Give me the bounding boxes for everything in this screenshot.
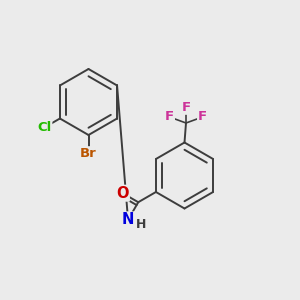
Text: F: F	[165, 110, 174, 124]
Text: F: F	[198, 110, 207, 124]
Text: O: O	[116, 186, 129, 201]
Text: Cl: Cl	[37, 121, 52, 134]
Text: Br: Br	[80, 147, 97, 160]
Text: F: F	[182, 101, 190, 114]
Text: N: N	[122, 212, 134, 227]
Text: H: H	[136, 218, 146, 231]
